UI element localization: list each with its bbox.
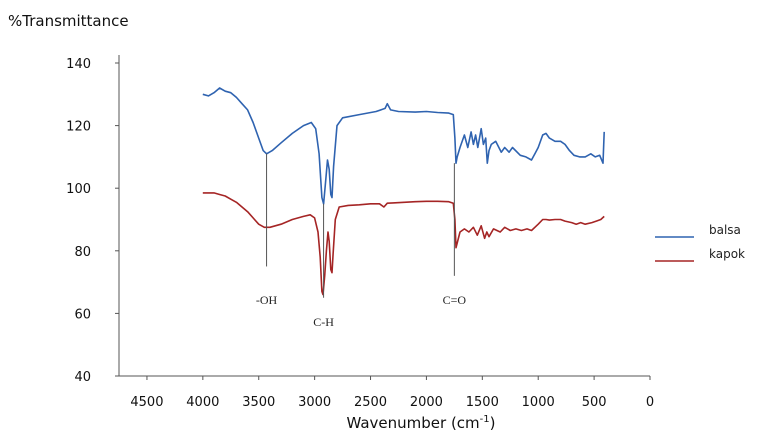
x-tick-label: 0 — [646, 395, 654, 410]
annotation-layer: -OH C-H C=O — [256, 153, 467, 329]
x-tick-label: 1000 — [522, 395, 555, 410]
legend: balsa kapok — [655, 223, 745, 262]
y-axis-title: %Transmittance — [8, 12, 129, 30]
x-axis-title-main: Wavenumber (cm — [346, 414, 479, 432]
y-tick-label: 140 — [66, 57, 91, 72]
x-axis-title-sup: -1 — [480, 414, 490, 425]
series-line-balsa — [202, 87, 605, 205]
x-axis-title: Wavenumber (cm-1) — [346, 414, 495, 432]
x-axis-title-suffix: ) — [490, 414, 496, 432]
series-layer — [202, 87, 605, 296]
annotation-label-ch: C-H — [313, 315, 334, 329]
x-tick-label: 4000 — [186, 395, 219, 410]
legend-label-balsa: balsa — [709, 223, 741, 237]
series-line-kapok — [202, 192, 605, 296]
x-tick-label: 1500 — [466, 395, 499, 410]
annotation-label-oh: -OH — [256, 293, 278, 307]
y-tick-label: 100 — [66, 182, 91, 197]
x-tick-label: 2000 — [410, 395, 443, 410]
y-tick-label: 80 — [74, 245, 91, 260]
axes: 40 60 80 100 120 140 4500 4000 3500 3000 2500 2000 1… — [66, 55, 654, 410]
annotation-label-co: C=O — [443, 293, 467, 307]
x-tick-label: 2500 — [354, 395, 387, 410]
y-tick-label: 40 — [74, 370, 91, 385]
x-tick-label: 500 — [582, 395, 607, 410]
legend-label-kapok: kapok — [709, 247, 745, 261]
y-tick-label: 120 — [66, 120, 91, 135]
x-tick-label: 4500 — [130, 395, 163, 410]
x-tick-label: 3500 — [242, 395, 275, 410]
x-tick-label: 3000 — [298, 395, 331, 410]
y-tick-label: 60 — [74, 307, 91, 322]
